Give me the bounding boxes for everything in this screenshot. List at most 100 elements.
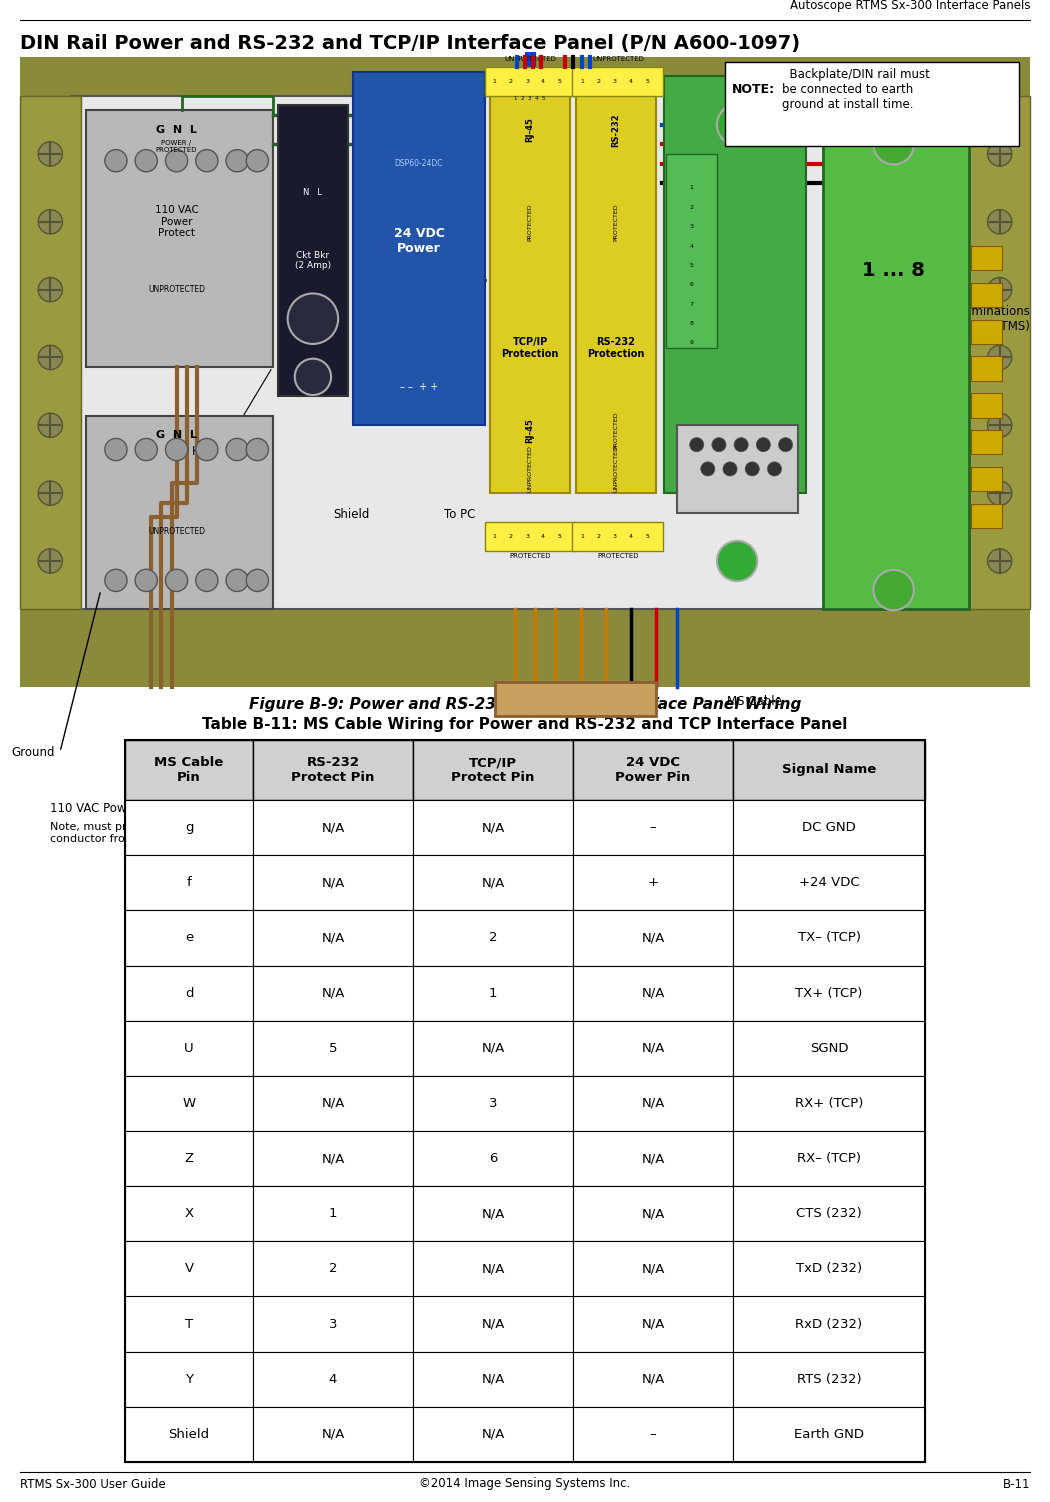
Text: 3: 3 — [488, 1096, 498, 1110]
Text: UNPROTECTED: UNPROTECTED — [148, 285, 205, 294]
Text: Figure B-9: Power and RS-232 and TCP/IP Interface Panel Wiring: Figure B-9: Power and RS-232 and TCP/IP … — [249, 697, 801, 712]
Circle shape — [778, 437, 793, 452]
Text: N/A: N/A — [642, 1096, 665, 1110]
Bar — [253, 1241, 413, 1296]
Text: To PC: To PC — [444, 508, 475, 521]
Circle shape — [135, 150, 158, 171]
Bar — [573, 1131, 733, 1187]
Circle shape — [988, 141, 1012, 167]
Bar — [253, 1407, 413, 1461]
Bar — [572, 523, 664, 551]
Text: 110 VAC
Power
Protect: 110 VAC Power Protect — [154, 206, 198, 239]
Text: 5: 5 — [646, 535, 649, 539]
Text: 6: 6 — [690, 282, 694, 287]
Bar — [413, 740, 573, 801]
Bar — [413, 1021, 573, 1075]
Circle shape — [988, 345, 1012, 369]
Bar — [125, 855, 253, 910]
Text: 1: 1 — [492, 535, 497, 539]
Bar — [573, 801, 733, 855]
Text: Ground: Ground — [12, 745, 55, 759]
Text: 5: 5 — [646, 78, 649, 84]
Circle shape — [247, 150, 269, 171]
Bar — [70, 96, 980, 610]
Text: V: V — [185, 1262, 193, 1275]
Circle shape — [874, 125, 914, 164]
Text: Table B-11: MS Cable Wiring for Power and RS-232 and TCP Interface Panel: Table B-11: MS Cable Wiring for Power an… — [203, 716, 847, 731]
Text: N/A: N/A — [642, 1208, 665, 1220]
Text: TCP/IP
Protection: TCP/IP Protection — [501, 336, 559, 359]
Text: G  N  L: G N L — [156, 430, 197, 440]
Bar — [253, 1075, 413, 1131]
Text: N/A: N/A — [321, 876, 344, 889]
Bar — [573, 1296, 733, 1352]
Text: e: e — [185, 931, 193, 945]
Text: 3: 3 — [690, 224, 694, 230]
Bar — [573, 966, 733, 1021]
Bar — [733, 1131, 925, 1187]
Text: RJ-45: RJ-45 — [526, 418, 534, 443]
Circle shape — [195, 439, 218, 461]
Circle shape — [988, 210, 1012, 234]
Circle shape — [226, 439, 248, 461]
Text: RX+ (TCP): RX+ (TCP) — [795, 1096, 863, 1110]
Bar — [353, 72, 485, 425]
Text: N/A: N/A — [642, 1042, 665, 1054]
Text: DSP60-24DC: DSP60-24DC — [395, 159, 443, 168]
Text: CTS (232): CTS (232) — [796, 1208, 862, 1220]
Text: UNPROTECTED: UNPROTECTED — [148, 527, 205, 536]
Text: N/A: N/A — [321, 1152, 344, 1166]
Text: 4: 4 — [629, 535, 633, 539]
Text: POWER /
PROTECTED: POWER / PROTECTED — [155, 140, 197, 153]
Bar — [733, 1241, 925, 1296]
Text: 1: 1 — [690, 185, 694, 191]
Bar — [253, 801, 413, 855]
Text: 3: 3 — [525, 535, 529, 539]
Text: 4: 4 — [329, 1373, 337, 1386]
Text: RS-232 DB9
Female Connector
(to PC or TMC
comm link): RS-232 DB9 Female Connector (to PC or TM… — [696, 422, 798, 467]
Text: 6: 6 — [489, 1152, 498, 1166]
Text: PROTECTED: PROTECTED — [613, 203, 618, 240]
Bar — [573, 1241, 733, 1296]
Text: DC GND: DC GND — [802, 822, 856, 834]
Circle shape — [135, 569, 158, 592]
Text: N/A: N/A — [481, 1428, 505, 1440]
Bar — [823, 86, 969, 610]
Circle shape — [195, 569, 218, 592]
Bar — [413, 801, 573, 855]
Bar — [413, 1352, 573, 1407]
Text: RTMS Sx-300 User Guide: RTMS Sx-300 User Guide — [20, 1478, 166, 1490]
Text: 1: 1 — [492, 78, 497, 84]
Text: 1: 1 — [488, 987, 498, 1000]
Bar — [971, 430, 1002, 455]
Text: RxD (232): RxD (232) — [796, 1317, 862, 1331]
Circle shape — [717, 105, 757, 146]
Bar — [485, 66, 575, 96]
Circle shape — [105, 439, 127, 461]
Text: N/A: N/A — [642, 1152, 665, 1166]
Text: 1: 1 — [581, 535, 585, 539]
Text: U: U — [184, 1042, 194, 1054]
Text: N/A: N/A — [321, 1096, 344, 1110]
Bar — [733, 1407, 925, 1461]
Text: TCP/IP
Protect Pin: TCP/IP Protect Pin — [452, 756, 534, 784]
Text: 4: 4 — [629, 78, 633, 84]
Bar — [253, 1021, 413, 1075]
Bar — [572, 66, 664, 96]
Bar — [667, 153, 717, 348]
Text: N/A: N/A — [642, 931, 665, 945]
Text: N/A: N/A — [642, 987, 665, 1000]
Text: 8: 8 — [690, 321, 694, 326]
Text: 5: 5 — [558, 78, 562, 84]
Bar — [413, 966, 573, 1021]
Text: N/A: N/A — [481, 1262, 505, 1275]
Text: 2: 2 — [509, 535, 512, 539]
Bar — [971, 467, 1002, 491]
Text: 1: 1 — [581, 78, 585, 84]
Text: d: d — [185, 987, 193, 1000]
Circle shape — [295, 359, 331, 395]
Bar — [413, 855, 573, 910]
Text: 5: 5 — [690, 263, 694, 267]
Bar — [575, 86, 656, 493]
Text: TxD (232): TxD (232) — [796, 1262, 862, 1275]
